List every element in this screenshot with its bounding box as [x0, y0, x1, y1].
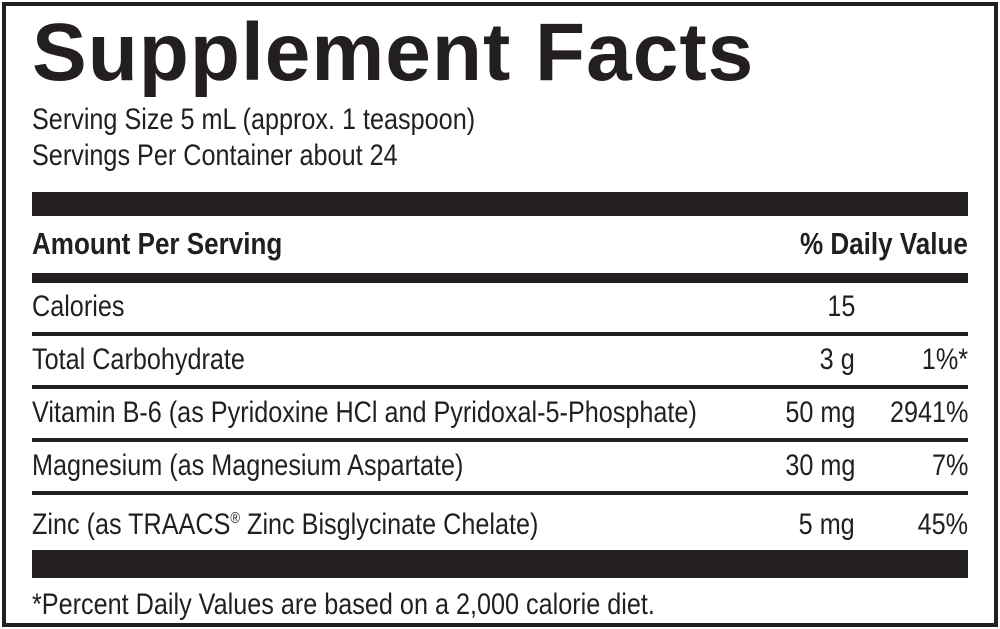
- nutrient-daily-value: 7%: [931, 449, 968, 483]
- nutrient-daily-value: 45%: [917, 508, 968, 542]
- medium-rule-under-header: [32, 273, 968, 284]
- table-row-total-carbohydrate: Total Carbohydrate 3 g 1%*: [32, 336, 968, 390]
- table-row-vitamin-b6: Vitamin B-6 (as Pyridoxine HCl and Pyrid…: [32, 389, 968, 443]
- nutrient-amount: 30 mg: [784, 449, 855, 483]
- footnote-text: *Percent Daily Values are based on a 2,0…: [32, 588, 655, 621]
- nutrient-table: Calories 15 Total Carbohydrate 3 g 1%* V…: [32, 283, 968, 550]
- registered-trademark-symbol: ®: [230, 510, 241, 528]
- serving-info: Serving Size 5 mL (approx. 1 teaspoon) S…: [32, 102, 968, 174]
- zinc-name-pre: Zinc (as TRAACS: [32, 508, 231, 542]
- thick-rule-top: [32, 191, 968, 217]
- table-row-zinc: Zinc (as TRAACS® Zinc Bisglycinate Chela…: [32, 495, 968, 550]
- panel-title: Supplement Facts: [32, 7, 755, 98]
- nutrient-daily-value: 1%*: [921, 343, 968, 377]
- table-row-calories: Calories 15: [32, 283, 968, 337]
- nutrient-name: Total Carbohydrate: [32, 343, 245, 377]
- nutrient-daily-value: [855, 290, 968, 324]
- thick-rule-bottom: [32, 550, 968, 578]
- servings-per-container-line: Servings Per Container about 24: [32, 138, 968, 174]
- daily-value-header: % Daily Value: [800, 226, 968, 262]
- serving-size-line: Serving Size 5 mL (approx. 1 teaspoon): [32, 102, 968, 138]
- daily-value-footnote: *Percent Daily Values are based on a 2,0…: [32, 578, 968, 623]
- servings-per-container-text: Servings Per Container about 24: [32, 138, 398, 172]
- nutrient-amount: 3 g: [819, 343, 855, 377]
- table-row-magnesium: Magnesium (as Magnesium Aspartate) 30 mg…: [32, 442, 968, 496]
- nutrient-amount: 50 mg: [784, 396, 855, 430]
- nutrient-name: Zinc (as TRAACS® Zinc Bisglycinate Chela…: [32, 502, 760, 542]
- serving-size-text: Serving Size 5 mL (approx. 1 teaspoon): [32, 102, 476, 136]
- nutrient-name: Calories: [32, 290, 125, 324]
- amount-per-serving-header: Amount Per Serving: [32, 226, 283, 262]
- zinc-name-post: Zinc Bisglycinate Chelate): [240, 508, 539, 542]
- table-header-row: Amount Per Serving % Daily Value: [32, 216, 968, 273]
- nutrient-daily-value: 2941%: [889, 396, 968, 430]
- nutrient-name: Magnesium (as Magnesium Aspartate): [32, 449, 464, 483]
- nutrient-name: Vitamin B-6 (as Pyridoxine HCl and Pyrid…: [32, 396, 697, 430]
- nutrient-amount: 15: [826, 290, 855, 324]
- nutrient-amount: 5 mg: [798, 508, 855, 542]
